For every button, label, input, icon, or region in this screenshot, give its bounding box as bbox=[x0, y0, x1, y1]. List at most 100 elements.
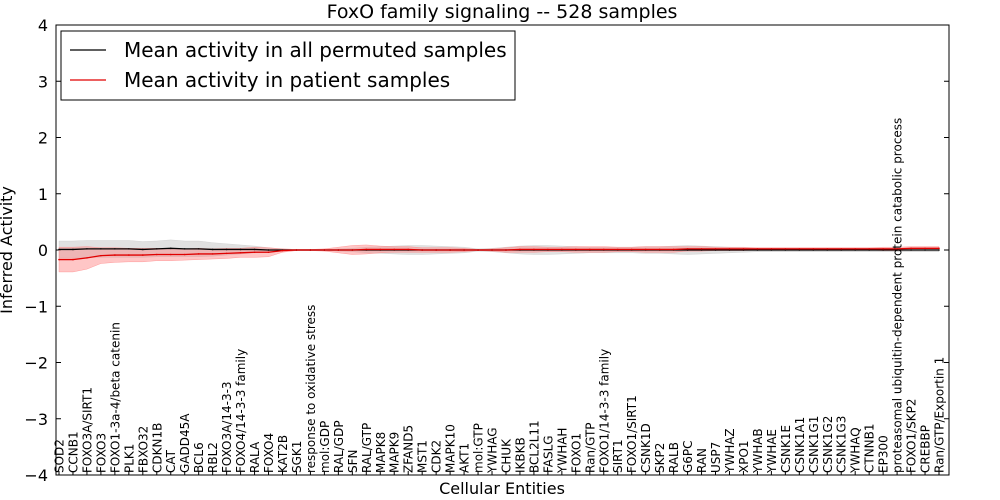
data-point-patient bbox=[253, 251, 256, 254]
x-tick-label: YWHAB bbox=[751, 428, 765, 474]
x-tick-label: BCL2L11 bbox=[527, 420, 541, 473]
x-axis-label: Cellular Entities bbox=[439, 479, 565, 498]
data-point-patient bbox=[100, 254, 102, 257]
x-tick-label: SGK1 bbox=[290, 441, 304, 473]
data-point-patient bbox=[602, 248, 605, 251]
x-tick-label: FOXO1 bbox=[569, 433, 583, 473]
x-tick-label: CSNK1G2 bbox=[821, 416, 835, 473]
x-tick-label: FOXO4/14-3-3 family bbox=[234, 349, 248, 473]
data-point-patient bbox=[142, 254, 144, 256]
x-tick-label: FOXO4 bbox=[262, 433, 276, 473]
data-point-permuted bbox=[155, 248, 158, 250]
data-point-patient bbox=[463, 249, 465, 251]
data-point-patient bbox=[379, 248, 382, 251]
x-tick-label: AKT1 bbox=[458, 443, 472, 473]
x-tick-label: mol:GDP bbox=[318, 421, 332, 473]
data-point-patient bbox=[491, 249, 493, 251]
y-axis-label: Inferred Activity bbox=[0, 186, 16, 314]
data-point-permuted bbox=[169, 247, 172, 250]
data-point-patient bbox=[700, 248, 703, 250]
x-tick-label: XPO1 bbox=[737, 440, 751, 473]
data-point-permuted bbox=[854, 249, 856, 251]
data-point-permuted bbox=[798, 249, 801, 251]
data-point-permuted bbox=[267, 249, 270, 251]
x-tick-label: PLK1 bbox=[122, 444, 136, 473]
chart-title: FoxO family signaling -- 528 samples bbox=[327, 1, 678, 23]
y-tick-label: 1 bbox=[38, 185, 48, 204]
data-point-patient bbox=[533, 248, 535, 251]
data-point-patient bbox=[575, 248, 577, 251]
data-point-permuted bbox=[728, 249, 731, 251]
data-point-permuted bbox=[770, 249, 773, 251]
data-point-permuted bbox=[868, 249, 870, 251]
data-point-patient bbox=[882, 248, 884, 250]
data-point-patient bbox=[267, 251, 270, 254]
data-point-permuted bbox=[784, 249, 787, 251]
legend-label-permuted: Mean activity in all permuted samples bbox=[124, 38, 507, 62]
plot-frame bbox=[55, 24, 950, 476]
data-point-permuted bbox=[183, 248, 186, 250]
data-point-patient bbox=[323, 249, 326, 251]
y-tick-label: −1 bbox=[24, 297, 48, 316]
x-tick-label: CSNK1G3 bbox=[835, 416, 849, 473]
x-tick-label: SIRT1 bbox=[611, 439, 625, 473]
x-tick-label: EP300 bbox=[877, 435, 891, 473]
data-point-permuted bbox=[128, 248, 130, 250]
data-point-patient bbox=[211, 253, 214, 255]
x-tick-label: FOXO1/14-3-3 family bbox=[597, 349, 611, 473]
data-point-patient bbox=[924, 247, 926, 250]
y-tick-label: 3 bbox=[38, 72, 48, 91]
x-tick-label: CCNB1 bbox=[66, 431, 80, 473]
data-point-patient bbox=[435, 249, 437, 251]
x-tick-label: CSNK1E bbox=[779, 425, 793, 473]
x-tick-label: CREBBP bbox=[919, 425, 933, 473]
data-point-permuted bbox=[882, 249, 884, 251]
data-point-patient bbox=[547, 248, 549, 251]
data-point-patient bbox=[644, 248, 647, 251]
x-tick-label: G6PC bbox=[681, 440, 695, 473]
x-tick-label: FOXO1-3a-4/beta catenin bbox=[108, 322, 122, 473]
data-point-permuted bbox=[197, 248, 200, 250]
x-tick-label: CHUK bbox=[499, 438, 513, 473]
data-point-patient bbox=[393, 248, 396, 251]
y-tick-label: 0 bbox=[38, 241, 48, 260]
data-point-permuted bbox=[142, 248, 144, 251]
x-tick-label: RBL2 bbox=[206, 442, 220, 473]
data-point-patient bbox=[72, 258, 74, 261]
x-tick-label: SKP2 bbox=[653, 443, 667, 473]
data-point-patient bbox=[281, 249, 284, 252]
data-point-permuted bbox=[938, 249, 940, 251]
x-tick-label: proteasomal ubiquitin-dependent protein … bbox=[891, 118, 905, 473]
data-point-patient bbox=[756, 248, 759, 250]
data-point-patient bbox=[295, 249, 298, 251]
x-tick-label: RAN bbox=[695, 448, 709, 473]
data-point-permuted bbox=[714, 249, 717, 251]
data-point-patient bbox=[630, 248, 633, 251]
data-point-patient bbox=[309, 249, 312, 251]
data-point-patient bbox=[938, 247, 940, 250]
data-point-patient bbox=[477, 249, 479, 251]
data-point-patient bbox=[826, 248, 829, 250]
data-point-patient bbox=[798, 248, 801, 250]
x-tick-label: RALA bbox=[248, 441, 262, 473]
confidence-bands bbox=[58, 239, 940, 273]
x-tick-label: RALB bbox=[667, 442, 681, 473]
data-point-patient bbox=[588, 248, 591, 251]
x-tick-label: FASLG bbox=[541, 435, 555, 473]
data-point-permuted bbox=[840, 249, 843, 251]
x-tick-label: Ran/GTP/Exportin 1 bbox=[933, 357, 947, 473]
data-point-patient bbox=[169, 253, 172, 256]
data-point-patient bbox=[561, 248, 563, 251]
series-lines bbox=[58, 247, 940, 261]
y-tick-label: 4 bbox=[38, 16, 48, 35]
x-tick-label: YWHAE bbox=[765, 429, 779, 474]
data-point-patient bbox=[449, 249, 451, 251]
x-tick-label: KAT2B bbox=[276, 435, 290, 473]
data-point-patient bbox=[239, 252, 242, 254]
data-point-patient bbox=[58, 258, 60, 261]
x-tick-label: GADD45A bbox=[178, 413, 192, 473]
x-tick-label: CSNK1G1 bbox=[807, 416, 821, 473]
x-tick-label: FOXO1/SIRT1 bbox=[625, 395, 639, 473]
data-point-patient bbox=[365, 248, 368, 251]
